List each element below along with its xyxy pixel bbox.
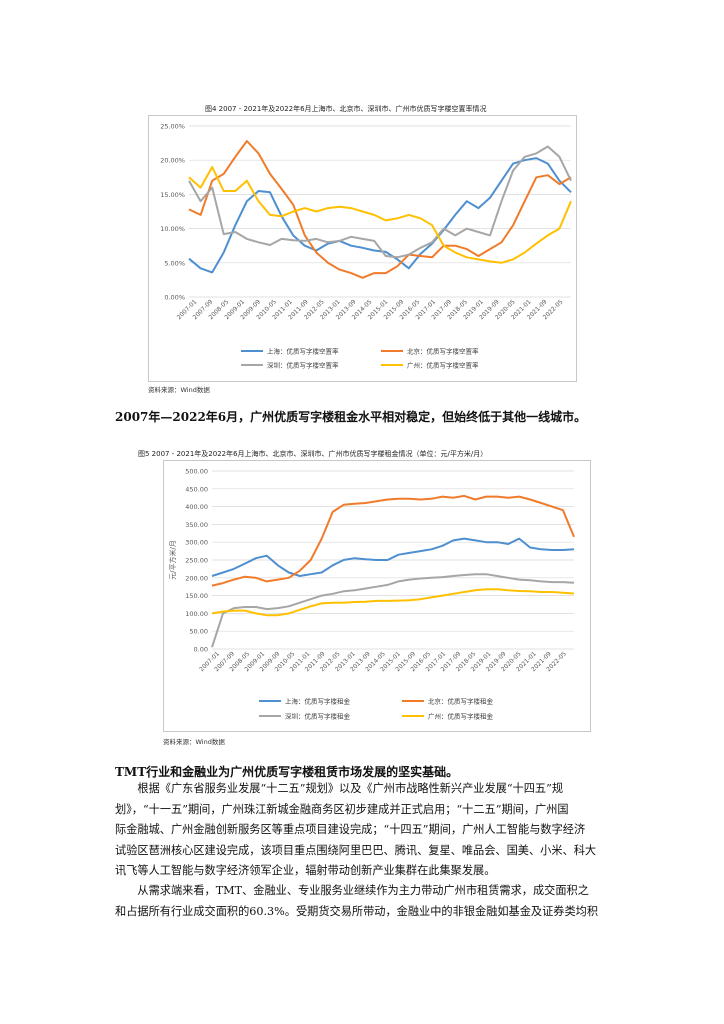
vacancy-rate-chart: 0.00%5.00%10.00%15.00%20.00%25.00%2007-0… xyxy=(160,123,572,370)
paragraph-line: 从需求端来看，TMT、金融业、专业服务业继续作为主力带动广州市租赁需求，成交面积… xyxy=(115,884,589,897)
y-tick-label: 250.00 xyxy=(185,557,208,565)
legend-entry: 广州：优质写字楼租金 xyxy=(428,712,494,721)
series-line xyxy=(188,166,572,264)
y-tick-label: 350.00 xyxy=(185,521,208,529)
series-line xyxy=(188,140,572,279)
series-line xyxy=(188,145,572,259)
headline-tmt-finance: TMT行业和金融业为广州优质写字楼租赁市场发展的坚实基础。 xyxy=(115,765,459,779)
series-line xyxy=(211,494,575,587)
legend-entry: 深圳：优质写字楼空置率 xyxy=(267,361,339,370)
figure5-frame: 0.00 50.00 100.00 150.00 200.00 250.00 300.00 3… xyxy=(163,460,591,732)
series-line xyxy=(188,157,572,274)
legend-entry: 上海：优质写字楼空置率 xyxy=(267,347,339,356)
paragraph-policy: 根据《广东省服务业发展“十二五”规划》以及《广州市战略性新兴产业发展“十四五”规… xyxy=(115,779,695,882)
y-tick-label: 150.00 xyxy=(185,592,208,600)
legend-entry: 深圳：优质写字楼租金 xyxy=(285,712,351,721)
legend-entry: 北京：优质写字楼租金 xyxy=(428,697,494,706)
paragraph-line: 试验区琶洲核心区建设完成，该项目重点围绕阿里巴巴、腾讯、复星、唯品会、国美、小米… xyxy=(115,843,597,857)
y-tick-label: 100.00 xyxy=(185,610,208,618)
paragraph-line: 和占据所有行业成交面积的60.3%。受期货交易所带动，金融业中的非银金融如基金及… xyxy=(115,904,599,918)
y-tick-label: 400.00 xyxy=(185,503,208,511)
y-tick-label: 50.00 xyxy=(189,628,208,636)
figure4-caption: 图4 2007 - 2021年及2022年6月上海市、北京市、深圳市、广州市优质… xyxy=(205,105,487,113)
y-tick-label: 25.00% xyxy=(160,123,185,131)
y-tick-label: 500.00 xyxy=(185,468,208,476)
series-line xyxy=(211,588,575,617)
paragraph-line: 讯飞等人工智能与数字经济领军企业，辐射带动创新产业集群在此集聚发展。 xyxy=(115,864,496,877)
y-tick-label: 5.00% xyxy=(164,259,185,267)
series-line xyxy=(211,537,575,577)
headline-rent-level: 2007年—2022年6月，广州优质写字楼租金水平相对稳定，但始终低于其他一线城… xyxy=(115,410,587,424)
y-tick-label: 0.00 xyxy=(194,646,208,654)
figure5-source: 资料来源：Wind数据 xyxy=(163,738,225,746)
legend-entry: 广州：优质写字楼空置率 xyxy=(407,361,479,370)
series-line xyxy=(211,573,575,648)
y-tick-label: 10.00% xyxy=(160,225,185,233)
figure5-caption: 图5 2007 - 2021年及2022年6月上海市、北京市、深圳市、广州市优质… xyxy=(138,450,488,458)
figure4-source: 资料来源：Wind数据 xyxy=(148,386,210,394)
paragraph-demand: 从需求端来看，TMT、金融业、专业服务业继续作为主力带动广州市租赁需求，成交面积… xyxy=(115,881,695,922)
paragraph-line: 划》，“十一五”期间，广州珠江新城金融商务区初步建成并正式启用；“十二五”期间，… xyxy=(115,802,569,816)
y-tick-label: 20.00% xyxy=(160,157,185,165)
paragraph-line: 根据《广东省服务业发展“十二五”规划》以及《广州市战略性新兴产业发展“十四五”规 xyxy=(115,782,564,795)
legend-entry: 上海：优质写字楼租金 xyxy=(285,697,351,706)
y-tick-label: 300.00 xyxy=(185,539,208,547)
y-tick-label: 15.00% xyxy=(160,191,185,199)
y-tick-label: 0.00% xyxy=(164,294,185,302)
y-tick-label: 450.00 xyxy=(185,485,208,493)
paragraph-line: 际金融城、广州金融创新服务区等重点项目建设完成；“十四五”期间，广州人工智能与数… xyxy=(115,823,586,836)
rent-chart: 0.00 50.00 100.00 150.00 200.00 250.00 300.00 3… xyxy=(168,468,575,721)
y-tick-label: 200.00 xyxy=(185,574,208,582)
figure4-frame: 0.00% 5.00% 10.00% 15.00% 20.00% 25.00% 2007-0… xyxy=(148,115,577,382)
legend-entry: 北京：优质写字楼空置率 xyxy=(407,347,479,356)
y-axis-label: 元/平方米/月 xyxy=(168,540,177,580)
